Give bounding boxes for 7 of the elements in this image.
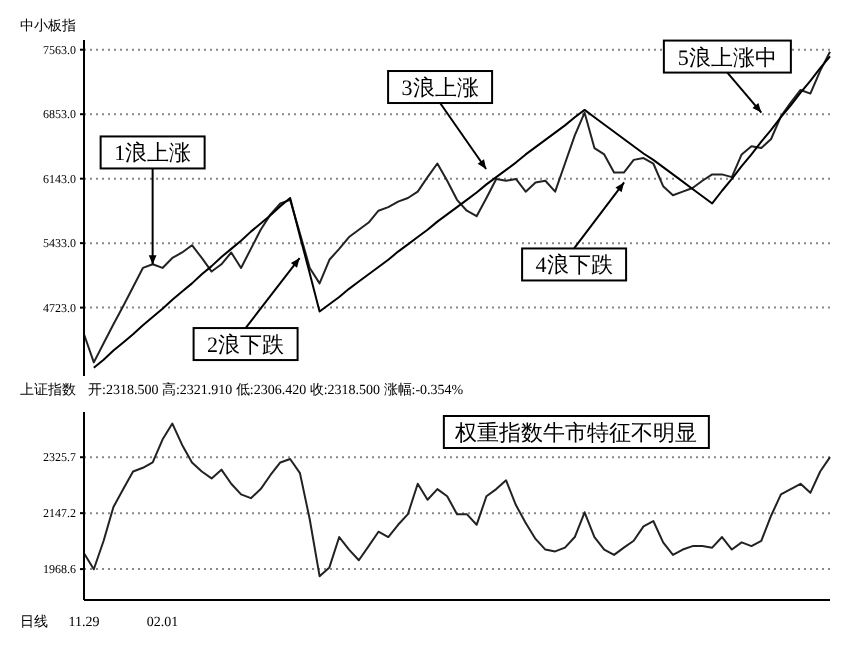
line-series bbox=[83, 422, 831, 578]
annotation: 1浪上涨 bbox=[114, 140, 192, 167]
annotation: 权重指数牛市特征不明显 bbox=[453, 420, 698, 446]
annotation: 5浪上涨中 bbox=[677, 44, 777, 71]
annotation: 2浪下跌 bbox=[207, 332, 285, 359]
annotation: 3浪上涨 bbox=[401, 75, 479, 102]
annotation: 4浪下跌 bbox=[535, 252, 613, 279]
